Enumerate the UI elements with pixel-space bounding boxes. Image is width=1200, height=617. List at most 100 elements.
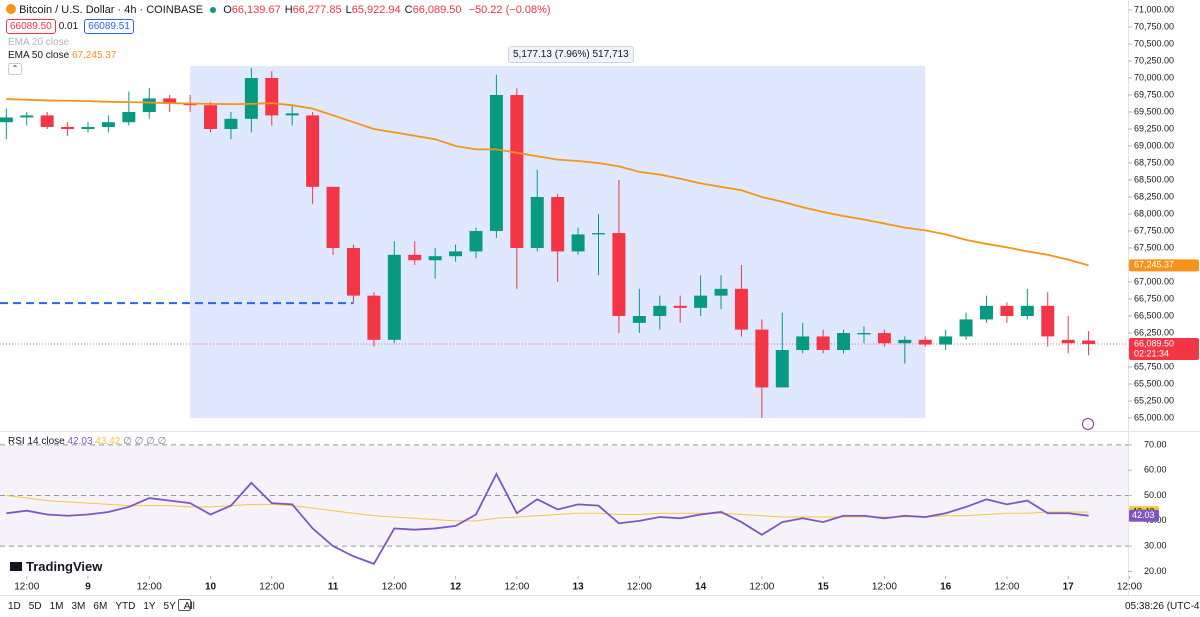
candle-body xyxy=(204,105,218,130)
candle-body xyxy=(939,336,953,345)
candle-body xyxy=(816,336,830,351)
buy-button[interactable]: 66089.51 xyxy=(84,19,134,34)
candle-body xyxy=(1020,305,1034,317)
measure-label: 5,177.13 (7.96%) 517,713 xyxy=(508,46,634,63)
candle-body xyxy=(265,78,279,116)
y-tick-label: 65,000.00 xyxy=(1134,412,1174,422)
legend-value: 67,245.37 xyxy=(71,50,117,61)
x-tick-label: 12:00 xyxy=(504,582,529,593)
y-tick-label: 66,500.00 xyxy=(1134,310,1174,320)
y-tick-label: 69,000.00 xyxy=(1134,140,1174,150)
collapse-button[interactable]: ⌃ xyxy=(8,63,22,75)
clock: 05:38:26 (UTC-4) xyxy=(1125,601,1200,612)
status-dot xyxy=(210,7,217,13)
range-button[interactable]: YTD xyxy=(115,601,136,612)
btc-icon xyxy=(6,4,16,14)
alert-icon xyxy=(1082,418,1094,430)
candle-body xyxy=(40,115,54,127)
rsi-tick-label: 70.00 xyxy=(1144,439,1167,449)
candle-body xyxy=(1061,339,1075,344)
x-tick-label: 10 xyxy=(205,582,217,593)
candle-body xyxy=(734,288,748,330)
x-tick-label: 13 xyxy=(573,582,585,593)
logo-icon xyxy=(10,562,22,571)
candle-body xyxy=(285,113,299,116)
symbol: Bitcoin / U.S. Dollar · 4h · COINBASE xyxy=(19,4,204,16)
candle-body xyxy=(632,316,646,323)
rsi-extra: ∅ ∅ ∅ ∅ xyxy=(123,436,167,447)
range-button[interactable]: 1M xyxy=(49,601,64,612)
candle-body xyxy=(1082,340,1096,344)
y-tick-label: 65,500.00 xyxy=(1134,378,1174,388)
sell-button[interactable]: 66089.50 xyxy=(6,19,56,34)
y-tick-label: 67,500.00 xyxy=(1134,242,1174,252)
y-tick-label: 69,750.00 xyxy=(1134,89,1174,99)
candle-body xyxy=(673,305,687,308)
ohlc-key: L xyxy=(345,4,352,16)
candle-body xyxy=(1041,305,1055,337)
y-tick-label: 65,750.00 xyxy=(1134,361,1174,371)
ohlc-key: H xyxy=(284,4,293,16)
rsi-tick-label: 60.00 xyxy=(1144,465,1167,475)
x-tick-label: 12:00 xyxy=(137,582,162,593)
candle-body xyxy=(469,231,483,252)
x-tick-label: 14 xyxy=(695,582,707,593)
candle-body xyxy=(898,339,912,344)
x-tick-label: 12:00 xyxy=(872,582,897,593)
rsi-badge-bg xyxy=(1129,509,1159,522)
range-button[interactable]: All xyxy=(183,601,195,612)
rsi-tick-label: 20.00 xyxy=(1144,566,1167,576)
range-button[interactable]: 1D xyxy=(8,601,21,612)
candle-body xyxy=(796,336,810,351)
x-tick-label: 12:00 xyxy=(259,582,284,593)
range-button[interactable]: 5Y xyxy=(163,601,176,612)
y-tick-label: 70,250.00 xyxy=(1134,55,1174,65)
candle-body xyxy=(959,319,973,337)
candle-body xyxy=(551,197,565,252)
ema-badge-bg xyxy=(1129,259,1199,272)
range-button[interactable]: 1Y xyxy=(143,601,156,612)
candle-body xyxy=(530,197,544,249)
rsi-title: RSI 14 close xyxy=(8,436,65,447)
candle-body xyxy=(306,115,320,187)
legend-label: EMA 50 close xyxy=(8,50,70,61)
rsi-header: RSI 14 close 42.03 43.42 ∅ ∅ ∅ ∅ xyxy=(8,436,166,447)
y-tick-label: 67,000.00 xyxy=(1134,276,1174,286)
y-tick-label: 69,500.00 xyxy=(1134,106,1174,116)
candle-body xyxy=(979,305,993,320)
logo-text: TradingView xyxy=(26,559,103,574)
calendar-icon[interactable] xyxy=(178,599,191,611)
range-button[interactable]: 3M xyxy=(71,601,86,612)
candle-body xyxy=(775,350,789,388)
ohlc: O66,139.67 H66,277.85 L65,922.94 C66,089.50 xyxy=(223,4,465,16)
y-tick-label: 70,000.00 xyxy=(1134,72,1174,82)
candle-body xyxy=(408,254,422,261)
candle-body xyxy=(510,95,524,249)
countdown: 02:21:34 xyxy=(1134,348,1169,358)
y-tick-label: 66,250.00 xyxy=(1134,327,1174,337)
candle-body xyxy=(428,256,442,261)
range-button[interactable]: 5D xyxy=(28,601,42,612)
candle-body xyxy=(918,339,932,345)
candle-body xyxy=(877,333,891,344)
candle-body xyxy=(612,233,626,317)
legend-ema20: EMA 20 close xyxy=(8,37,70,48)
candle-body xyxy=(857,333,871,335)
x-tick-label: 12:00 xyxy=(382,582,407,593)
x-tick-label: 12:00 xyxy=(749,582,774,593)
ohlc-value: 66,139.67 xyxy=(231,4,281,16)
candle-body xyxy=(326,186,340,249)
y-tick-label: 69,250.00 xyxy=(1134,123,1174,133)
logo: TradingView xyxy=(10,559,102,574)
range-button[interactable]: 6M xyxy=(93,601,108,612)
candle-body xyxy=(101,122,115,127)
range-bar: 1D 5D 1M 3M 6M YTD 1Y 5Y All xyxy=(8,601,203,612)
candle-body xyxy=(592,233,606,235)
trade-buttons: 66089.50 0.01 66089.51 xyxy=(6,19,137,34)
candle-body xyxy=(163,98,177,104)
x-tick-label: 15 xyxy=(818,582,830,593)
rsi-line xyxy=(6,472,1089,565)
y-tick-label: 68,500.00 xyxy=(1134,174,1174,184)
